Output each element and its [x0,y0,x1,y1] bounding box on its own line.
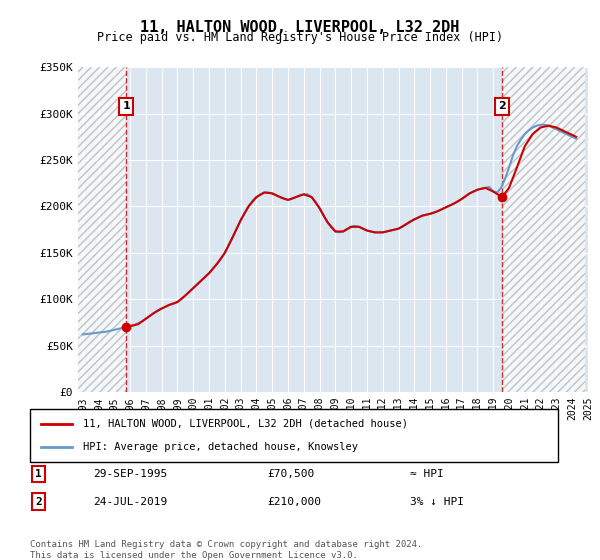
Text: 29-SEP-1995: 29-SEP-1995 [94,469,167,479]
Text: £70,500: £70,500 [268,469,315,479]
Bar [78,67,126,392]
Text: 2: 2 [35,497,42,507]
Text: £210,000: £210,000 [268,497,322,507]
Text: 1: 1 [35,469,42,479]
Text: 2: 2 [498,101,506,111]
Text: ≈ HPI: ≈ HPI [410,469,444,479]
Text: 3% ↓ HPI: 3% ↓ HPI [410,497,464,507]
Bar [502,67,585,392]
Text: Price paid vs. HM Land Registry's House Price Index (HPI): Price paid vs. HM Land Registry's House … [97,31,503,44]
Text: Contains HM Land Registry data © Crown copyright and database right 2024.
This d: Contains HM Land Registry data © Crown c… [30,540,422,560]
Text: 1: 1 [122,101,130,111]
Text: HPI: Average price, detached house, Knowsley: HPI: Average price, detached house, Know… [83,442,358,452]
Text: 11, HALTON WOOD, LIVERPOOL, L32 2DH (detached house): 11, HALTON WOOD, LIVERPOOL, L32 2DH (det… [83,419,408,429]
Text: 24-JUL-2019: 24-JUL-2019 [94,497,167,507]
FancyBboxPatch shape [30,409,558,462]
Text: 11, HALTON WOOD, LIVERPOOL, L32 2DH: 11, HALTON WOOD, LIVERPOOL, L32 2DH [140,20,460,35]
